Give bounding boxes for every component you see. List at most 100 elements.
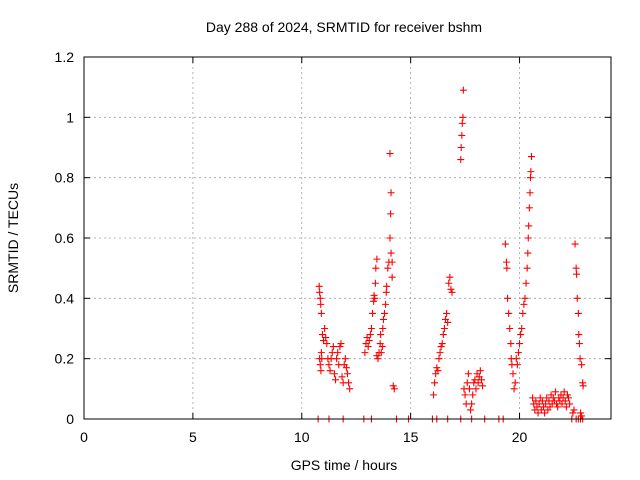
data-point <box>524 249 532 257</box>
data-point <box>323 340 331 348</box>
data-point <box>471 376 479 384</box>
data-point <box>575 340 583 348</box>
data-point <box>334 349 342 357</box>
data-point <box>445 279 453 287</box>
data-point <box>551 388 559 396</box>
x-tick-label: 5 <box>189 429 197 445</box>
data-point <box>542 400 550 408</box>
data-point <box>569 409 577 417</box>
data-point <box>572 264 580 272</box>
data-point <box>467 406 475 414</box>
x-tick-label: 10 <box>294 429 310 445</box>
data-point <box>381 309 389 317</box>
data-point <box>573 270 581 278</box>
data-point <box>366 331 374 339</box>
data-point <box>523 264 531 272</box>
data-point <box>505 309 513 317</box>
data-point <box>479 382 487 390</box>
data-point <box>558 400 566 408</box>
data-point <box>457 156 465 164</box>
data-point <box>541 409 549 417</box>
data-point <box>315 282 323 290</box>
data-point <box>574 309 582 317</box>
data-point <box>503 264 511 272</box>
data-point <box>439 331 447 339</box>
data-point <box>330 370 338 378</box>
data-point <box>457 144 465 151</box>
data-point <box>361 349 369 357</box>
data-point <box>342 364 350 372</box>
y-axis-label: SRMTID / TECUs <box>5 183 21 293</box>
data-point <box>521 294 529 302</box>
data-point <box>476 367 484 375</box>
data-point <box>431 379 439 387</box>
data-point <box>316 288 324 296</box>
data-point <box>459 113 467 121</box>
data-point <box>458 131 466 139</box>
data-point <box>477 376 485 384</box>
data-point <box>464 370 472 378</box>
data-point <box>526 189 534 197</box>
axis-ticks: 0 0.2 0.4 0.6 0.8 1 1.2 0 5 10 15 20 <box>55 49 611 445</box>
data-point <box>318 331 326 339</box>
data-point <box>364 343 372 351</box>
data-point <box>437 343 445 351</box>
data-point <box>379 325 387 332</box>
data-point <box>565 394 573 402</box>
data-point <box>332 376 340 384</box>
data-point <box>316 294 324 302</box>
data-point <box>336 343 344 351</box>
data-point <box>440 325 448 332</box>
data-point <box>317 300 325 308</box>
data-point <box>504 294 512 302</box>
plot-frame <box>83 56 612 420</box>
data-point <box>520 300 528 308</box>
data-point <box>474 379 482 387</box>
data-point <box>501 240 509 248</box>
data-point <box>365 337 373 345</box>
data-point <box>325 361 333 369</box>
data-point <box>577 409 585 417</box>
data-point <box>510 385 518 393</box>
data-point <box>387 249 395 257</box>
data-point <box>326 367 334 375</box>
data-point <box>511 379 519 387</box>
data-point <box>538 397 546 405</box>
data-point <box>338 373 346 381</box>
data-point <box>522 279 530 287</box>
data-point <box>461 391 469 399</box>
data-point <box>527 168 535 176</box>
data-point <box>317 367 325 375</box>
data-point <box>554 403 562 411</box>
data-point <box>525 204 533 212</box>
data-point <box>386 150 394 158</box>
data-point <box>517 331 525 339</box>
data-point <box>388 258 396 266</box>
data-point <box>371 279 379 287</box>
data-point <box>506 325 514 332</box>
data-point <box>575 331 583 339</box>
x-tick-label: 20 <box>512 429 528 445</box>
data-point <box>448 288 456 296</box>
data-point <box>384 264 392 272</box>
chart-title: Day 288 of 2024, SRMTID for receiver bsh… <box>206 19 482 35</box>
data-point <box>562 403 570 411</box>
data-point <box>367 325 375 332</box>
x-tick-label: 15 <box>403 429 419 445</box>
data-point <box>374 355 382 363</box>
data-point <box>378 343 386 351</box>
y-tick-label: 1.2 <box>55 49 75 65</box>
data-point <box>321 325 329 332</box>
data-points <box>314 86 587 423</box>
data-point <box>373 255 381 263</box>
data-point <box>560 388 568 396</box>
data-point <box>372 264 380 272</box>
data-point <box>443 309 451 317</box>
data-point <box>447 285 455 293</box>
data-point <box>386 234 394 242</box>
data-point <box>570 406 578 414</box>
data-point <box>379 315 387 323</box>
data-point <box>529 394 537 402</box>
data-point <box>370 297 378 305</box>
